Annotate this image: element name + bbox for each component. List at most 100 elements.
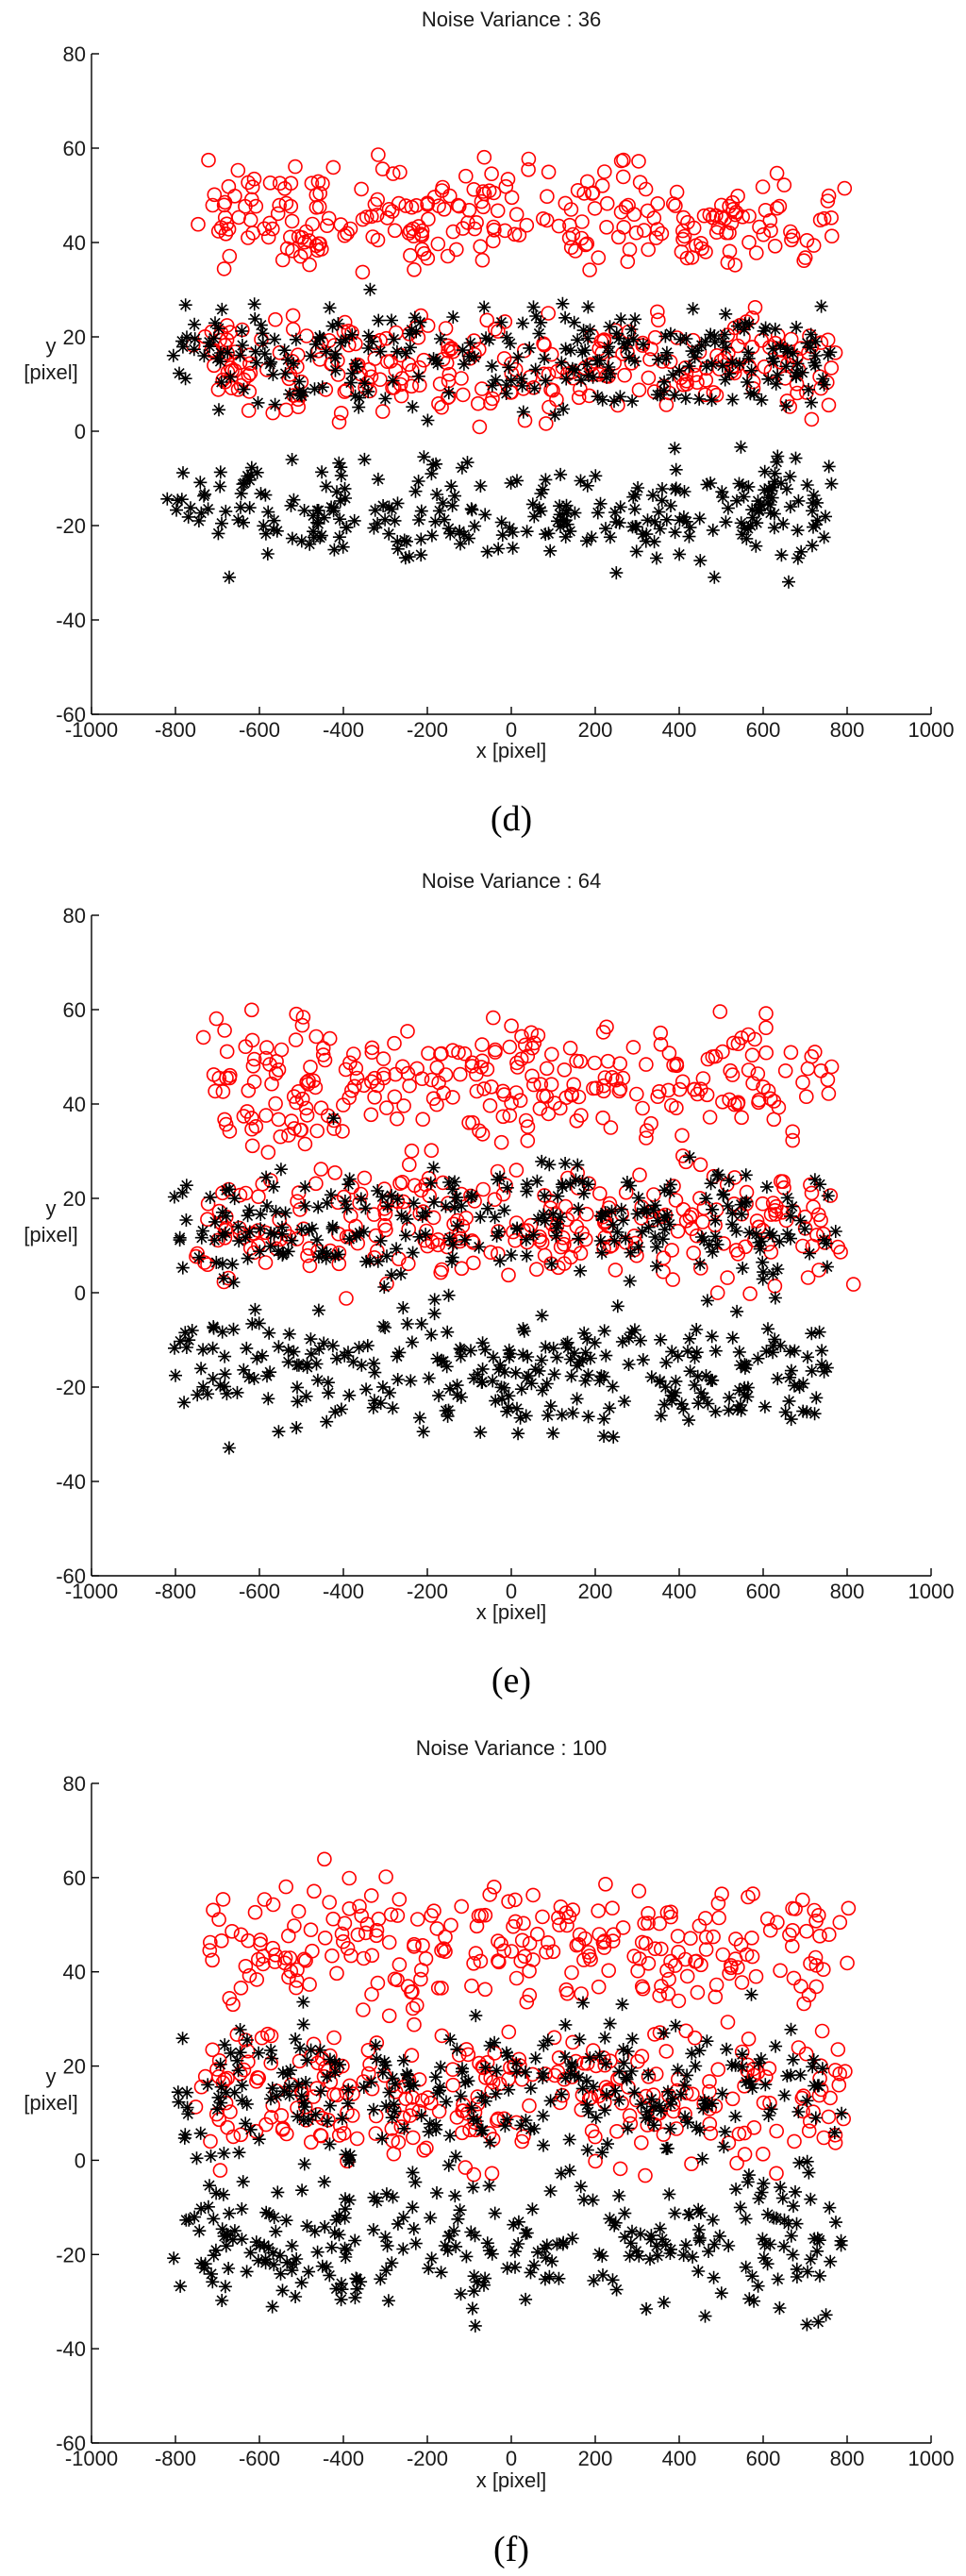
x-tick-label: 1000 bbox=[908, 718, 955, 742]
data-point-circle bbox=[375, 1070, 391, 1086]
data-point-asterisk bbox=[659, 352, 674, 366]
data-point-asterisk bbox=[692, 392, 707, 406]
data-point-asterisk bbox=[194, 1362, 208, 1376]
data-point-asterisk bbox=[444, 479, 458, 493]
data-point-asterisk bbox=[663, 1178, 677, 1192]
data-point-circle bbox=[615, 1070, 631, 1086]
data-point-circle bbox=[695, 1071, 711, 1086]
data-point-asterisk bbox=[574, 1263, 588, 1278]
data-point-asterisk bbox=[360, 1339, 375, 1353]
data-point-circle bbox=[378, 1869, 393, 1884]
data-point-asterisk bbox=[520, 525, 534, 539]
data-point-circle bbox=[256, 1956, 271, 1972]
data-point-asterisk bbox=[782, 575, 795, 589]
data-point-circle bbox=[698, 1930, 714, 1945]
data-point-asterisk bbox=[520, 1184, 534, 1198]
data-point-circle bbox=[461, 203, 477, 218]
data-point-asterisk bbox=[459, 2250, 474, 2264]
data-point-asterisk bbox=[749, 539, 763, 553]
data-point-circle bbox=[303, 1922, 319, 1937]
data-point-asterisk bbox=[442, 1231, 457, 1246]
series-red-circles bbox=[185, 147, 853, 435]
data-point-circle bbox=[383, 354, 399, 369]
data-point-circle bbox=[391, 1251, 407, 1266]
data-point-asterisk bbox=[427, 1307, 441, 1321]
data-point-asterisk bbox=[659, 1356, 674, 1369]
data-point-asterisk bbox=[494, 315, 508, 329]
data-point-asterisk bbox=[227, 2224, 242, 2238]
data-point-circle bbox=[445, 2062, 460, 2077]
data-point-circle bbox=[541, 399, 557, 415]
data-point-asterisk bbox=[285, 2264, 299, 2278]
data-point-asterisk bbox=[366, 1400, 380, 1414]
data-point-asterisk bbox=[464, 2225, 478, 2239]
series-red-circles bbox=[188, 1851, 857, 2183]
data-point-circle bbox=[475, 184, 491, 199]
data-point-circle bbox=[787, 2133, 802, 2149]
data-point-asterisk bbox=[317, 1336, 331, 1350]
data-point-asterisk bbox=[429, 2117, 443, 2132]
data-point-circle bbox=[445, 1043, 460, 1058]
data-point-asterisk bbox=[391, 534, 405, 548]
data-point-asterisk bbox=[326, 1112, 341, 1126]
data-point-asterisk bbox=[257, 519, 271, 533]
data-point-asterisk bbox=[467, 2284, 481, 2299]
data-point-asterisk bbox=[796, 1404, 810, 1418]
data-point-asterisk bbox=[178, 372, 192, 386]
data-point-asterisk bbox=[722, 1174, 736, 1188]
data-point-asterisk bbox=[653, 522, 667, 536]
data-point-asterisk bbox=[819, 510, 832, 524]
data-point-asterisk bbox=[601, 2137, 614, 2151]
data-point-circle bbox=[367, 1070, 382, 1086]
data-point-circle bbox=[451, 2048, 467, 2063]
data-point-asterisk bbox=[558, 1337, 573, 1351]
data-point-circle bbox=[258, 1040, 275, 1055]
data-point-asterisk bbox=[506, 541, 520, 555]
data-point-asterisk bbox=[304, 2043, 318, 2057]
data-point-circle bbox=[591, 250, 607, 265]
data-point-circle bbox=[638, 1935, 654, 1951]
data-point-asterisk bbox=[649, 2239, 663, 2253]
data-point-circle bbox=[508, 1232, 523, 1248]
data-point-circle bbox=[205, 1952, 220, 1968]
data-point-circle bbox=[696, 208, 712, 224]
data-point-asterisk bbox=[333, 2058, 346, 2072]
data-point-asterisk bbox=[691, 2265, 706, 2278]
data-point-asterisk bbox=[571, 333, 585, 347]
data-point-circle bbox=[806, 1199, 821, 1214]
data-point-circle bbox=[214, 1933, 229, 1949]
data-point-circle bbox=[218, 1116, 234, 1132]
data-point-circle bbox=[540, 189, 555, 204]
data-point-asterisk bbox=[425, 2251, 439, 2266]
data-point-circle bbox=[740, 2063, 756, 2079]
data-point-circle bbox=[493, 1936, 508, 1951]
data-point-asterisk bbox=[538, 352, 552, 365]
data-point-asterisk bbox=[736, 1262, 750, 1275]
data-point-asterisk bbox=[784, 2068, 798, 2083]
data-point-asterisk bbox=[181, 510, 195, 524]
data-point-asterisk bbox=[179, 1213, 193, 1227]
data-point-circle bbox=[430, 1981, 446, 1996]
data-point-circle bbox=[824, 228, 840, 243]
data-point-asterisk bbox=[334, 2277, 348, 2291]
data-point-asterisk bbox=[403, 2080, 417, 2094]
data-point-asterisk bbox=[308, 382, 322, 396]
data-point-asterisk bbox=[802, 382, 815, 396]
data-point-asterisk bbox=[428, 2070, 442, 2084]
data-point-circle bbox=[595, 1934, 611, 1950]
data-point-circle bbox=[404, 2048, 420, 2063]
data-point-asterisk bbox=[806, 539, 819, 553]
data-point-asterisk bbox=[573, 2032, 587, 2047]
data-point-circle bbox=[229, 2027, 245, 2042]
data-point-asterisk bbox=[718, 373, 732, 387]
data-point-asterisk bbox=[606, 2273, 620, 2287]
data-point-circle bbox=[533, 1077, 549, 1092]
data-point-circle bbox=[596, 1083, 611, 1099]
data-point-asterisk bbox=[489, 2087, 503, 2101]
data-point-asterisk bbox=[682, 360, 696, 374]
data-point-circle bbox=[477, 1907, 493, 1923]
data-point-asterisk bbox=[540, 2238, 554, 2252]
data-point-asterisk bbox=[739, 2260, 753, 2274]
data-point-circle bbox=[431, 395, 446, 411]
data-point-asterisk bbox=[342, 2153, 357, 2167]
